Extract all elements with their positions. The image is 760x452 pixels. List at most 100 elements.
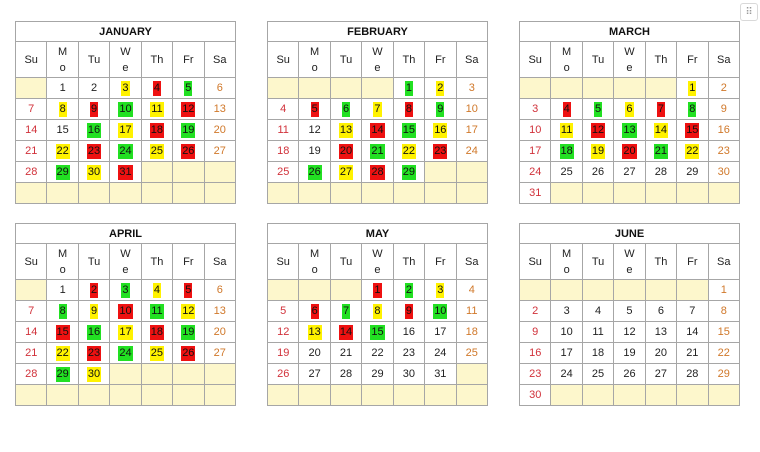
day-cell[interactable]: 22 xyxy=(46,342,79,364)
day-cell[interactable]: 24 xyxy=(109,342,142,364)
day-cell[interactable]: 2 xyxy=(77,279,111,301)
day-cell[interactable]: 16 xyxy=(392,321,426,343)
day-cell[interactable]: 27 xyxy=(203,140,237,162)
day-cell[interactable]: 28 xyxy=(644,161,678,183)
day-cell[interactable]: 9 xyxy=(518,321,552,343)
day-cell[interactable]: 24 xyxy=(455,140,489,162)
day-cell[interactable]: 9 xyxy=(424,98,457,120)
day-cell[interactable]: 21 xyxy=(644,140,678,162)
day-cell[interactable]: 27 xyxy=(613,161,646,183)
day-cell[interactable]: 18 xyxy=(550,140,583,162)
day-cell[interactable]: 25 xyxy=(455,342,489,364)
day-cell[interactable]: 22 xyxy=(392,140,426,162)
day-cell[interactable]: 20 xyxy=(203,321,237,343)
day-cell[interactable]: 28 xyxy=(329,363,363,385)
day-cell[interactable]: 30 xyxy=(392,363,426,385)
day-cell[interactable]: 30 xyxy=(77,363,111,385)
day-cell[interactable]: 11 xyxy=(581,321,615,343)
day-cell[interactable]: 20 xyxy=(329,140,363,162)
day-cell[interactable]: 10 xyxy=(109,98,142,120)
day-cell[interactable]: 6 xyxy=(329,98,363,120)
day-cell[interactable]: 30 xyxy=(77,161,111,183)
day-cell[interactable]: 12 xyxy=(581,119,615,141)
day-cell[interactable]: 27 xyxy=(298,363,331,385)
day-cell[interactable]: 25 xyxy=(581,363,615,385)
day-cell[interactable]: 13 xyxy=(203,300,237,322)
day-cell[interactable]: 3 xyxy=(550,300,583,322)
day-cell[interactable]: 26 xyxy=(172,140,205,162)
day-cell[interactable]: 19 xyxy=(298,140,331,162)
day-cell[interactable]: 20 xyxy=(203,119,237,141)
day-cell[interactable]: 11 xyxy=(550,119,583,141)
day-cell[interactable]: 14 xyxy=(329,321,363,343)
day-cell[interactable]: 20 xyxy=(613,140,646,162)
day-cell[interactable]: 5 xyxy=(172,77,205,99)
day-cell[interactable]: 14 xyxy=(14,321,48,343)
day-cell[interactable]: 12 xyxy=(613,321,646,343)
day-cell[interactable]: 25 xyxy=(266,161,300,183)
day-cell[interactable]: 13 xyxy=(613,119,646,141)
day-cell[interactable]: 8 xyxy=(707,300,741,322)
day-cell[interactable]: 23 xyxy=(707,140,741,162)
day-cell[interactable]: 24 xyxy=(550,363,583,385)
day-cell[interactable]: 17 xyxy=(109,321,142,343)
day-cell[interactable]: 23 xyxy=(424,140,457,162)
day-cell[interactable]: 22 xyxy=(676,140,709,162)
day-cell[interactable]: 21 xyxy=(329,342,363,364)
day-cell[interactable]: 19 xyxy=(172,321,205,343)
day-cell[interactable]: 8 xyxy=(46,300,79,322)
day-cell[interactable]: 6 xyxy=(644,300,678,322)
day-cell[interactable]: 16 xyxy=(518,342,552,364)
day-cell[interactable]: 6 xyxy=(203,77,237,99)
day-cell[interactable]: 13 xyxy=(329,119,363,141)
day-cell[interactable]: 26 xyxy=(581,161,615,183)
day-cell[interactable]: 21 xyxy=(361,140,394,162)
day-cell[interactable]: 10 xyxy=(455,98,489,120)
day-cell[interactable]: 30 xyxy=(707,161,741,183)
day-cell[interactable]: 26 xyxy=(298,161,331,183)
day-cell[interactable]: 25 xyxy=(550,161,583,183)
day-cell[interactable]: 16 xyxy=(77,321,111,343)
day-cell[interactable]: 31 xyxy=(424,363,457,385)
day-cell[interactable]: 29 xyxy=(46,363,79,385)
day-cell[interactable]: 15 xyxy=(46,321,79,343)
day-cell[interactable]: 14 xyxy=(676,321,709,343)
drag-handle-icon[interactable]: ⠿ xyxy=(740,3,758,21)
day-cell[interactable]: 29 xyxy=(707,363,741,385)
day-cell[interactable]: 14 xyxy=(644,119,678,141)
day-cell[interactable]: 2 xyxy=(518,300,552,322)
day-cell[interactable]: 29 xyxy=(46,161,79,183)
day-cell[interactable]: 22 xyxy=(361,342,394,364)
day-cell[interactable]: 12 xyxy=(298,119,331,141)
day-cell[interactable]: 1 xyxy=(361,279,394,301)
day-cell[interactable]: 1 xyxy=(392,77,426,99)
day-cell[interactable]: 21 xyxy=(14,342,48,364)
day-cell[interactable]: 23 xyxy=(77,140,111,162)
day-cell[interactable]: 27 xyxy=(644,363,678,385)
day-cell[interactable]: 18 xyxy=(266,140,300,162)
day-cell[interactable]: 7 xyxy=(644,98,678,120)
day-cell[interactable]: 26 xyxy=(266,363,300,385)
day-cell[interactable]: 24 xyxy=(518,161,552,183)
day-cell[interactable]: 12 xyxy=(172,300,205,322)
day-cell[interactable]: 4 xyxy=(455,279,489,301)
day-cell[interactable]: 7 xyxy=(676,300,709,322)
day-cell[interactable]: 1 xyxy=(707,279,741,301)
day-cell[interactable]: 29 xyxy=(392,161,426,183)
day-cell[interactable]: 2 xyxy=(707,77,741,99)
day-cell[interactable]: 19 xyxy=(266,342,300,364)
day-cell[interactable]: 13 xyxy=(298,321,331,343)
day-cell[interactable]: 16 xyxy=(77,119,111,141)
day-cell[interactable]: 9 xyxy=(392,300,426,322)
day-cell[interactable]: 1 xyxy=(46,279,79,301)
day-cell[interactable]: 19 xyxy=(581,140,615,162)
day-cell[interactable]: 11 xyxy=(140,300,174,322)
day-cell[interactable]: 3 xyxy=(109,77,142,99)
day-cell[interactable]: 1 xyxy=(676,77,709,99)
day-cell[interactable]: 30 xyxy=(518,384,552,406)
day-cell[interactable]: 13 xyxy=(644,321,678,343)
day-cell[interactable]: 12 xyxy=(266,321,300,343)
day-cell[interactable]: 11 xyxy=(266,119,300,141)
day-cell[interactable]: 31 xyxy=(518,182,552,204)
day-cell[interactable]: 29 xyxy=(676,161,709,183)
